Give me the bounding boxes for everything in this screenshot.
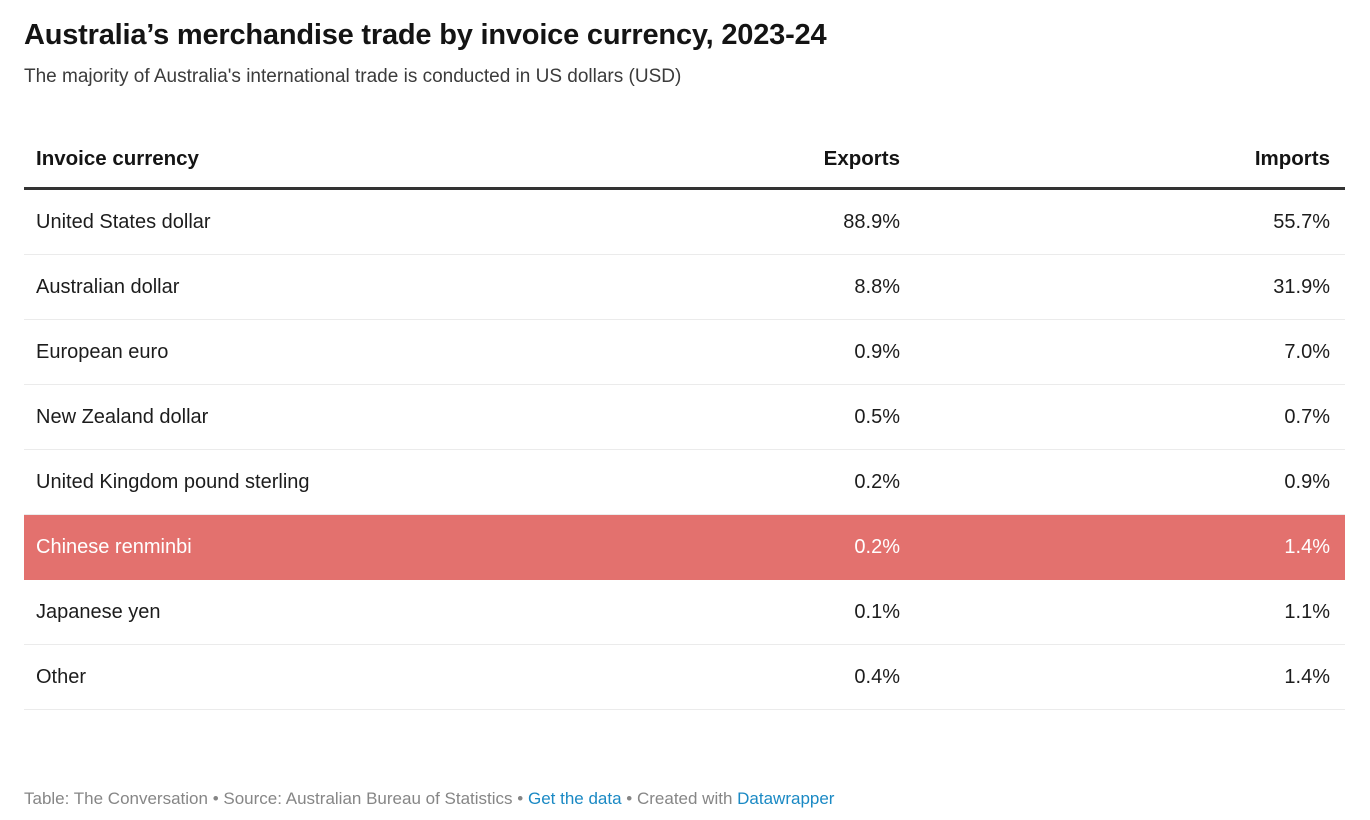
table-credit: Table: The Conversation — [24, 789, 208, 808]
column-header-exports: Exports — [700, 132, 900, 190]
table-row: United Kingdom pound sterling 0.2% 0.9% — [24, 449, 1345, 515]
table-row: Other 0.4% 1.4% — [24, 644, 1345, 710]
table-header-row: Invoice currency Exports Imports — [24, 132, 1345, 190]
imports-cell: 0.9% — [900, 449, 1345, 515]
exports-cell: 0.9% — [700, 319, 900, 385]
attribution-footer: Table: The Conversation • Source: Austra… — [24, 787, 834, 811]
exports-cell: 0.2% — [700, 449, 900, 515]
imports-cell: 7.0% — [900, 319, 1345, 385]
table-row: Japanese yen 0.1% 1.1% — [24, 579, 1345, 645]
separator-dot: • — [626, 789, 633, 808]
get-the-data-link[interactable]: Get the data — [527, 789, 622, 808]
exports-cell: 0.4% — [700, 644, 900, 710]
imports-cell: 1.1% — [900, 579, 1345, 645]
imports-cell: 31.9% — [900, 254, 1345, 320]
exports-cell: 88.9% — [700, 188, 900, 255]
currency-cell: Other — [24, 644, 700, 710]
exports-cell: 0.2% — [700, 514, 900, 580]
currency-cell: United Kingdom pound sterling — [24, 449, 700, 515]
table-row-highlighted: Chinese renminbi 0.2% 1.4% — [24, 514, 1345, 580]
datawrapper-link[interactable]: Datawrapper — [737, 789, 835, 808]
table-row: European euro 0.9% 7.0% — [24, 319, 1345, 385]
table-row: New Zealand dollar 0.5% 0.7% — [24, 384, 1345, 450]
page-title: Australia’s merchandise trade by invoice… — [24, 19, 827, 51]
currency-cell: Japanese yen — [24, 579, 700, 645]
table-row: United States dollar 88.9% 55.7% — [24, 188, 1345, 255]
created-with-text: Created with — [636, 789, 733, 808]
column-header-invoice-currency: Invoice currency — [24, 132, 700, 190]
source-credit: Source: Australian Bureau of Statistics — [223, 789, 513, 808]
currency-cell: Chinese renminbi — [24, 514, 700, 580]
imports-cell: 0.7% — [900, 384, 1345, 450]
exports-cell: 8.8% — [700, 254, 900, 320]
exports-cell: 0.5% — [700, 384, 900, 450]
trade-currency-table: Invoice currency Exports Imports United … — [24, 132, 1345, 710]
separator-dot: • — [517, 789, 524, 808]
separator-dot: • — [212, 789, 219, 808]
exports-cell: 0.1% — [700, 579, 900, 645]
imports-cell: 1.4% — [900, 644, 1345, 710]
currency-cell: European euro — [24, 319, 700, 385]
imports-cell: 55.7% — [900, 188, 1345, 255]
currency-cell: United States dollar — [24, 188, 700, 255]
currency-cell: New Zealand dollar — [24, 384, 700, 450]
imports-cell: 1.4% — [900, 514, 1345, 580]
column-header-imports: Imports — [900, 132, 1345, 190]
currency-cell: Australian dollar — [24, 254, 700, 320]
page-subtitle: The majority of Australia's internationa… — [24, 66, 682, 87]
table-row: Australian dollar 8.8% 31.9% — [24, 254, 1345, 320]
